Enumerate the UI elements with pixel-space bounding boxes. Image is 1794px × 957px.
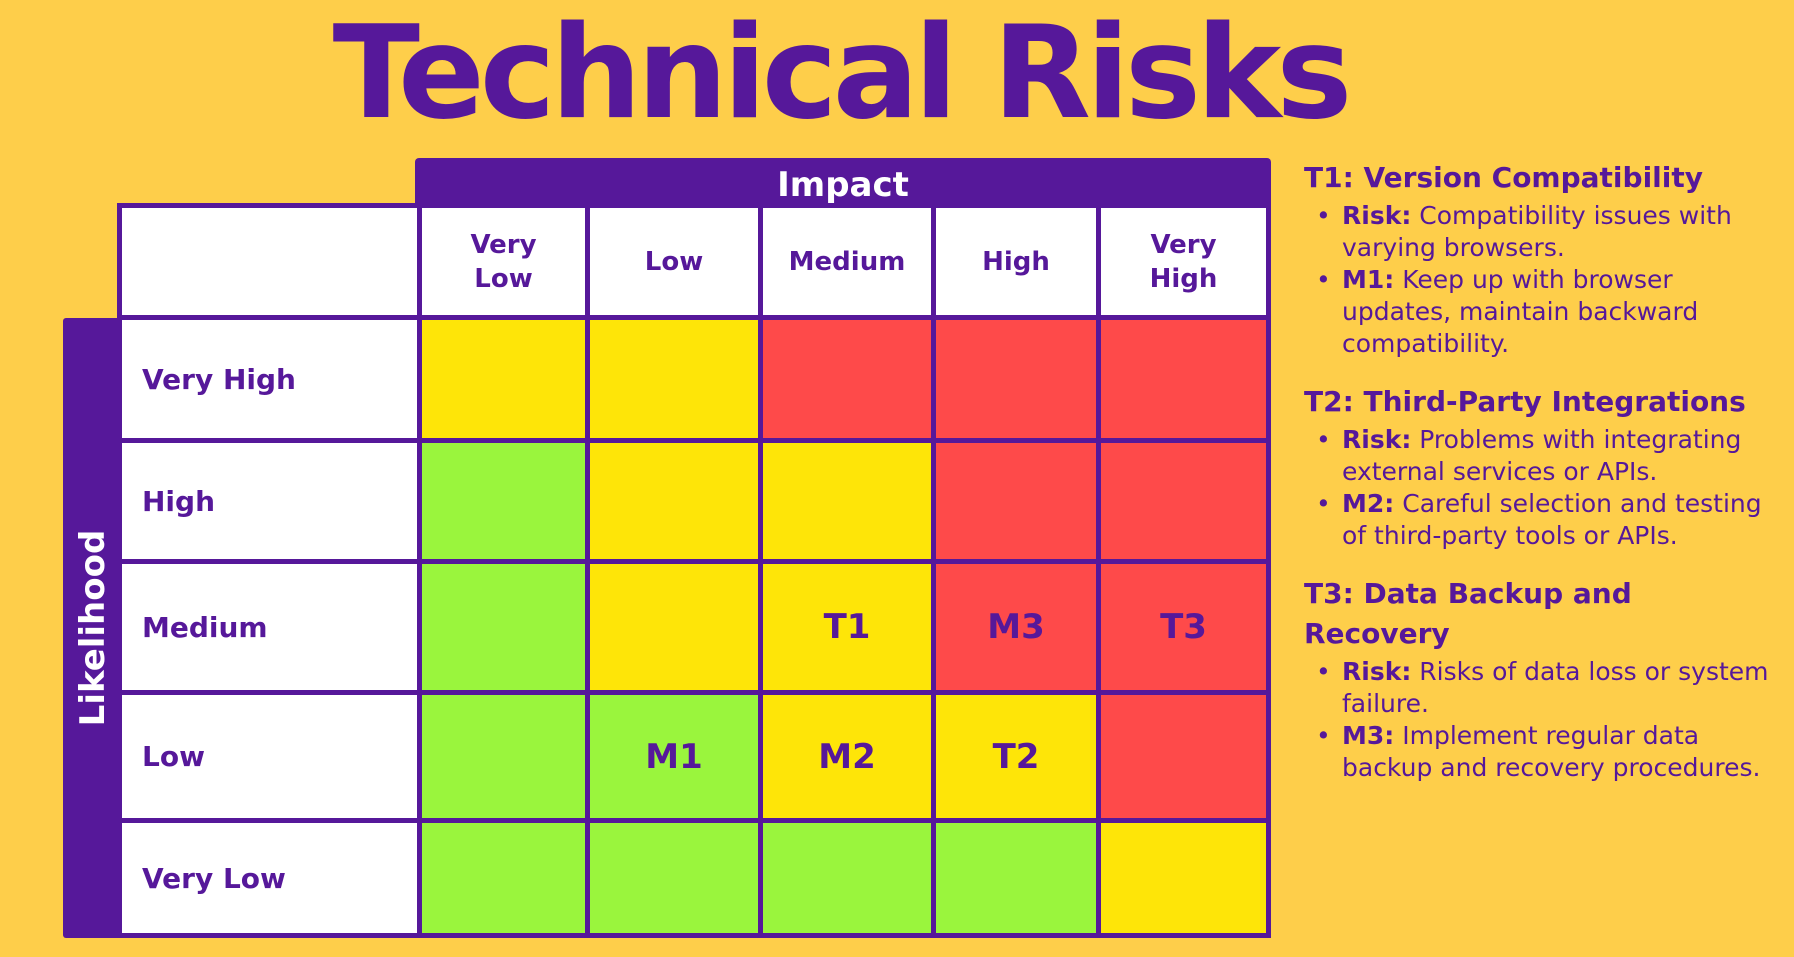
column-header-line: High bbox=[982, 246, 1050, 277]
legend-block-t2: T2: Third-Party Integrations • Risk: Prob… bbox=[1304, 382, 1784, 552]
legend-item-label: Risk: bbox=[1342, 425, 1412, 454]
likelihood-axis-bar bbox=[63, 318, 123, 938]
legend-item: • M3: Implement regular data backup and r… bbox=[1316, 720, 1784, 784]
likelihood-axis-label: Likelihood bbox=[73, 529, 113, 727]
matrix-cell-yellow bbox=[1101, 823, 1266, 933]
legend-block-t3: T3: Data Backup and Recovery • Risk: Risk… bbox=[1304, 574, 1784, 784]
matrix-cell-yellow: T1 bbox=[763, 564, 931, 690]
matrix-cell-red: T3 bbox=[1101, 564, 1266, 690]
impact-column-header: Medium bbox=[763, 208, 931, 315]
column-header-line: Low bbox=[474, 263, 533, 294]
bullet-icon: • bbox=[1316, 657, 1331, 686]
risk-legend: T1: Version Compatibility • Risk: Compati… bbox=[1304, 158, 1784, 806]
column-header-line: Low bbox=[644, 246, 704, 277]
likelihood-row-header: Low bbox=[122, 695, 417, 818]
matrix-cell-green bbox=[422, 443, 585, 559]
legend-item-label: Risk: bbox=[1342, 201, 1412, 230]
matrix-cell-green bbox=[422, 823, 585, 933]
legend-heading: T2: Third-Party Integrations bbox=[1304, 385, 1746, 418]
legend-item-label: Risk: bbox=[1342, 657, 1412, 686]
legend-list: • Risk: Problems with integrating externa… bbox=[1304, 424, 1784, 552]
legend-item-label: M1: bbox=[1342, 265, 1395, 294]
legend-item: • Risk: Problems with integrating externa… bbox=[1316, 424, 1784, 488]
matrix-cell-yellow: M2 bbox=[763, 695, 931, 818]
matrix-cell-green bbox=[763, 823, 931, 933]
column-header-line: Very bbox=[470, 229, 537, 260]
matrix-cell-red bbox=[763, 320, 931, 438]
matrix-cell-red: M3 bbox=[936, 564, 1096, 690]
legend-item: • Risk: Compatibility issues with varying… bbox=[1316, 200, 1784, 264]
column-header-line: High bbox=[1149, 263, 1218, 294]
legend-item-text: Compatibility issues with varying browse… bbox=[1342, 201, 1732, 262]
column-header-line: Very bbox=[1150, 229, 1217, 260]
matrix-cell-green bbox=[590, 823, 758, 933]
bullet-icon: • bbox=[1316, 489, 1331, 518]
matrix-cell-green bbox=[422, 564, 585, 690]
matrix-cell-red bbox=[1101, 695, 1266, 818]
matrix-cell-yellow bbox=[590, 443, 758, 559]
legend-list: • Risk: Compatibility issues with varying… bbox=[1304, 200, 1784, 360]
likelihood-row-header: Very High bbox=[122, 320, 417, 438]
risk-matrix: Very Low Low Medium High Very High Very High Hig… bbox=[117, 203, 1271, 938]
legend-item-label: M2: bbox=[1342, 489, 1395, 518]
legend-item: • Risk: Risks of data loss or system fail… bbox=[1316, 656, 1784, 720]
matrix-cell-red bbox=[1101, 320, 1266, 438]
impact-column-header: Very Low bbox=[422, 208, 585, 315]
likelihood-row-header: Very Low bbox=[122, 823, 417, 933]
matrix-cell-green bbox=[422, 695, 585, 818]
matrix-corner-cell bbox=[122, 208, 417, 315]
bullet-icon: • bbox=[1316, 721, 1331, 750]
legend-item-label: M3: bbox=[1342, 721, 1395, 750]
legend-item: • M1: Keep up with browser updates, maint… bbox=[1316, 264, 1784, 360]
legend-item-text: Risks of data loss or system failure. bbox=[1342, 657, 1769, 718]
matrix-cell-red bbox=[1101, 443, 1266, 559]
legend-item-text: Careful selection and testing of third-p… bbox=[1342, 489, 1762, 550]
matrix-cell-green: M1 bbox=[590, 695, 758, 818]
matrix-cell-yellow bbox=[590, 564, 758, 690]
matrix-cell-yellow bbox=[422, 320, 585, 438]
column-header-line: Medium bbox=[788, 246, 906, 277]
matrix-cell-yellow bbox=[590, 320, 758, 438]
bullet-icon: • bbox=[1316, 201, 1331, 230]
bullet-icon: • bbox=[1316, 425, 1331, 454]
legend-list: • Risk: Risks of data loss or system fail… bbox=[1304, 656, 1784, 784]
matrix-cell-green bbox=[936, 823, 1096, 933]
impact-column-header: Low bbox=[590, 208, 758, 315]
matrix-cell-red bbox=[936, 443, 1096, 559]
page-title: Technical Risks bbox=[332, 0, 1353, 148]
matrix-cell-red bbox=[936, 320, 1096, 438]
legend-heading: T1: Version Compatibility bbox=[1304, 161, 1703, 194]
likelihood-row-header: High bbox=[122, 443, 417, 559]
legend-item-text: Problems with integrating external servi… bbox=[1342, 425, 1742, 486]
legend-block-t1: T1: Version Compatibility • Risk: Compati… bbox=[1304, 158, 1784, 360]
bullet-icon: • bbox=[1316, 265, 1331, 294]
legend-item: • M2: Careful selection and testing of th… bbox=[1316, 488, 1784, 552]
matrix-cell-yellow bbox=[763, 443, 931, 559]
legend-item-text: Implement regular data backup and recove… bbox=[1342, 721, 1761, 782]
impact-column-header: Very High bbox=[1101, 208, 1266, 315]
legend-item-text: Keep up with browser updates, maintain b… bbox=[1342, 265, 1699, 358]
matrix-cell-yellow: T2 bbox=[936, 695, 1096, 818]
legend-heading: T3: Data Backup and Recovery bbox=[1304, 577, 1632, 650]
impact-column-header: High bbox=[936, 208, 1096, 315]
likelihood-row-header: Medium bbox=[122, 564, 417, 690]
